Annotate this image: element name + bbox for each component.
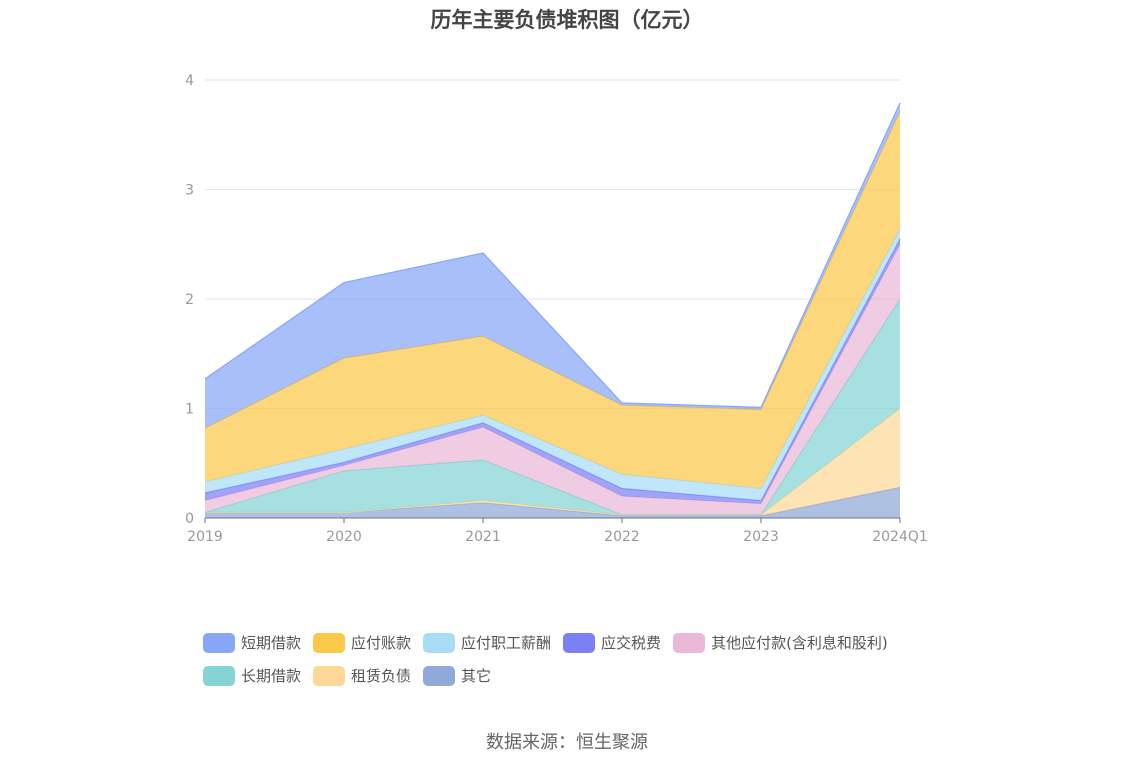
area-series-line-7 (204, 102, 901, 409)
legend-item[interactable]: 其它 (423, 665, 491, 686)
legend-item[interactable]: 长期借款 (203, 665, 301, 686)
x-tick-label: 2020 (326, 529, 362, 545)
y-tick-label: 4 (185, 73, 194, 89)
legend-label: 应付职工薪酬 (461, 634, 552, 652)
y-tick-label: 3 (185, 183, 194, 199)
y-tick-label: 1 (185, 402, 194, 418)
legend-item[interactable]: 其他应付款(含利息和股利) (673, 632, 888, 653)
area-series-2[interactable] (205, 299, 900, 515)
legend-label: 租赁负债 (351, 667, 412, 685)
legend-swatch (563, 632, 596, 653)
legend-label: 短期借款 (241, 634, 302, 652)
x-tick-label: 2023 (743, 529, 779, 545)
legend-item[interactable]: 应交税费 (563, 632, 661, 653)
legend-swatch (313, 632, 346, 653)
legend-item[interactable]: 租赁负债 (313, 665, 411, 686)
data-source-note: 数据来源：恒生聚源 (486, 732, 648, 753)
area-series-5[interactable] (205, 228, 900, 501)
axis-layer: 0 1 2 3 4 2019 2020 2021 2022 2023 2024Q1 (185, 73, 928, 545)
stacked-area-chart: 0 1 2 3 4 2019 2020 2021 2022 2023 2024Q1 (185, 73, 928, 545)
legend-swatch (423, 632, 456, 653)
legend-item[interactable]: 应付账款 (313, 632, 411, 653)
legend-label: 应付账款 (351, 634, 412, 652)
area-layer (204, 102, 901, 518)
legend-label: 应交税费 (601, 634, 662, 652)
x-tick-label: 2021 (465, 529, 501, 545)
legend-swatch (313, 665, 346, 686)
legend-swatch (423, 665, 456, 686)
legend-label: 其他应付款(含利息和股利) (711, 634, 888, 652)
legend-swatch (203, 632, 235, 653)
legend-item[interactable]: 短期借款 (203, 632, 301, 653)
chart-legend: 短期借款 应付账款 应付职工薪酬 应交税费 其他应付款(含利息和股利) 长期借款 租赁负债 其… (203, 632, 963, 686)
x-tick-label: 2022 (604, 529, 640, 545)
y-tick-label: 2 (185, 292, 194, 308)
area-series-7[interactable] (205, 103, 900, 429)
area-series-6[interactable] (205, 111, 900, 489)
legend-item[interactable]: 应付职工薪酬 (423, 632, 551, 653)
area-series-3[interactable] (205, 244, 900, 515)
y-tick-label: 0 (185, 511, 194, 527)
legend-swatch (673, 632, 706, 653)
legend-label: 其它 (461, 667, 492, 685)
x-tick-label: 2019 (187, 529, 223, 545)
chart-title: 历年主要负债堆积图（亿元） (430, 8, 704, 32)
x-tick-label: 2024Q1 (872, 529, 928, 545)
legend-label: 长期借款 (241, 667, 302, 685)
legend-swatch (203, 665, 235, 686)
